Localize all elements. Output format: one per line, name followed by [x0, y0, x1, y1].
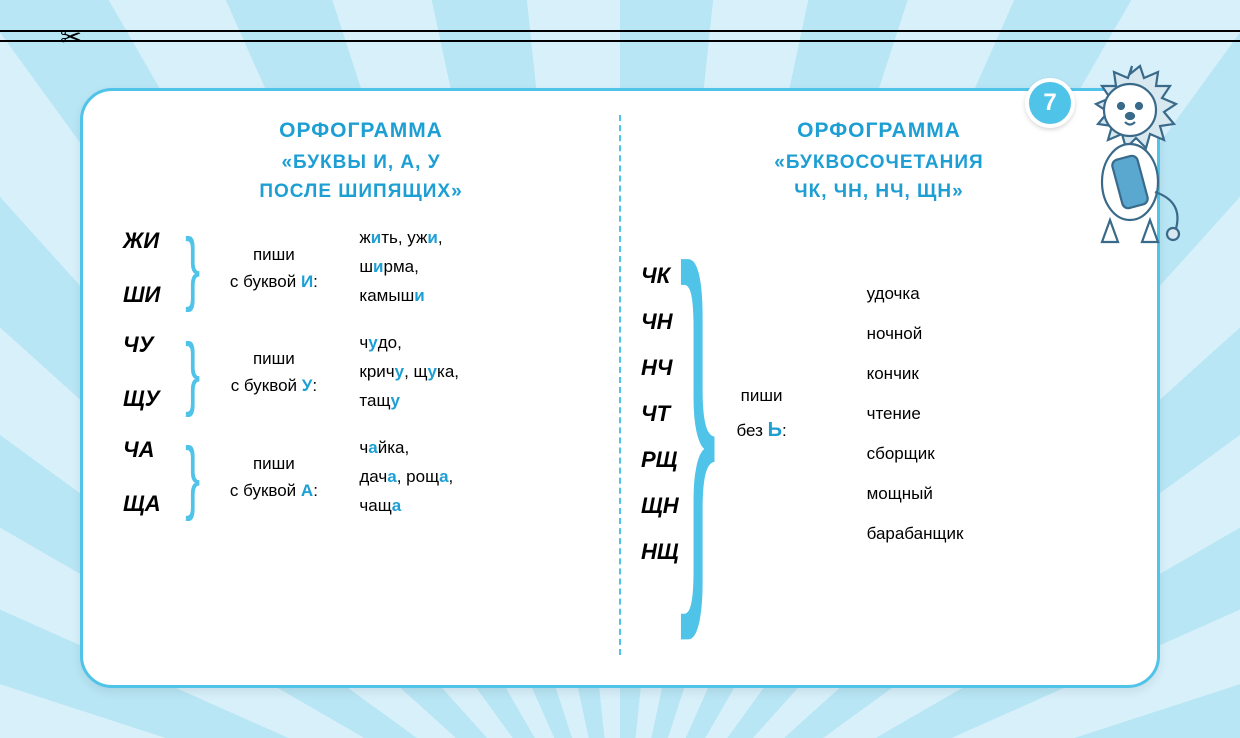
left-title-line3: ПОСЛЕ ШИПЯЩИХ» [123, 177, 599, 206]
syllable: ЧУ [123, 332, 183, 358]
example-words: жить, ужи,ширма,камыши [351, 224, 599, 311]
right-title-line2: «БУКВОСОЧЕТАНИЯ [641, 148, 1117, 177]
rule-text: пишис буквой У: [206, 345, 341, 399]
syllable: ЖИ [123, 228, 183, 254]
lion-mascot [1055, 62, 1205, 252]
left-title-line1: ОРФОГРАММА [123, 115, 599, 148]
rule-group: ЧА ЩА}пишис буквой А:чайка,дача, роща,чащ… [123, 434, 599, 521]
example-word: барабанщик [867, 524, 1117, 544]
syllable: ЩА [123, 491, 183, 517]
syllable-column: ЧУ ЩУ [123, 332, 183, 412]
brace-icon: } [185, 338, 200, 408]
right-rule-post: : [782, 421, 787, 440]
brace-icon: } [185, 442, 200, 512]
cut-line-bottom [0, 40, 1240, 42]
rule-group: ЧУ ЩУ}пишис буквой У:чудо,кричу, щука,тащ… [123, 329, 599, 416]
scissors-icon: ✂ [60, 22, 82, 53]
example-words: чайка,дача, роща,чаща [351, 434, 599, 521]
example-word: ночной [867, 324, 1117, 344]
example-word: кончик [867, 364, 1117, 384]
right-examples: удочка ночной кончик чтение сборщик мощный бар… [817, 284, 1117, 544]
example-words: чудо,кричу, щука,тащу [351, 329, 599, 416]
cut-line-top [0, 30, 1240, 32]
syllable: ЧА [123, 437, 183, 463]
example-word: сборщик [867, 444, 1117, 464]
example-word: чтение [867, 404, 1117, 424]
syllable: ЩУ [123, 386, 183, 412]
column-divider [619, 115, 621, 655]
syllable: ШИ [123, 282, 183, 308]
right-rule-line1: пиши [741, 386, 783, 405]
rule-group: ЖИ ШИ}пишис буквой И:жить, ужи,ширма,камы… [123, 224, 599, 311]
brace-icon: } [679, 221, 716, 609]
right-rule: пиши без Ь: [707, 381, 817, 448]
brace-icon: } [185, 233, 200, 303]
rule-text: пишис буквой И: [206, 241, 341, 295]
left-title-line2: «БУКВЫ И, А, У [123, 148, 599, 177]
rule-text: пишис буквой А: [206, 450, 341, 504]
right-rule-pre: без [736, 421, 767, 440]
right-body: ЧКЧННЧЧТРЩЩННЩ } пиши без Ь: удочканочно… [641, 224, 1117, 604]
syllable-column: ЖИ ШИ [123, 228, 183, 308]
right-column: ОРФОГРАММА «БУКВОСОЧЕТАНИЯ ЧК, ЧН, НЧ, Щ… [641, 115, 1117, 655]
left-body: ЖИШИ}пишис буквой И:жить, ужи,ширма,камы… [123, 224, 599, 520]
page-number-badge: 7 [1025, 78, 1075, 128]
example-word: удочка [867, 284, 1117, 304]
left-column: ОРФОГРАММА «БУКВЫ И, А, У ПОСЛЕ ШИПЯЩИХ»… [123, 115, 599, 655]
right-rule-sign: Ь [768, 419, 782, 441]
content-card: ОРФОГРАММА «БУКВЫ И, А, У ПОСЛЕ ШИПЯЩИХ»… [80, 88, 1160, 688]
example-word: мощный [867, 484, 1117, 504]
left-heading: ОРФОГРАММА «БУКВЫ И, А, У ПОСЛЕ ШИПЯЩИХ» [123, 115, 599, 206]
syllable-column: ЧА ЩА [123, 437, 183, 517]
